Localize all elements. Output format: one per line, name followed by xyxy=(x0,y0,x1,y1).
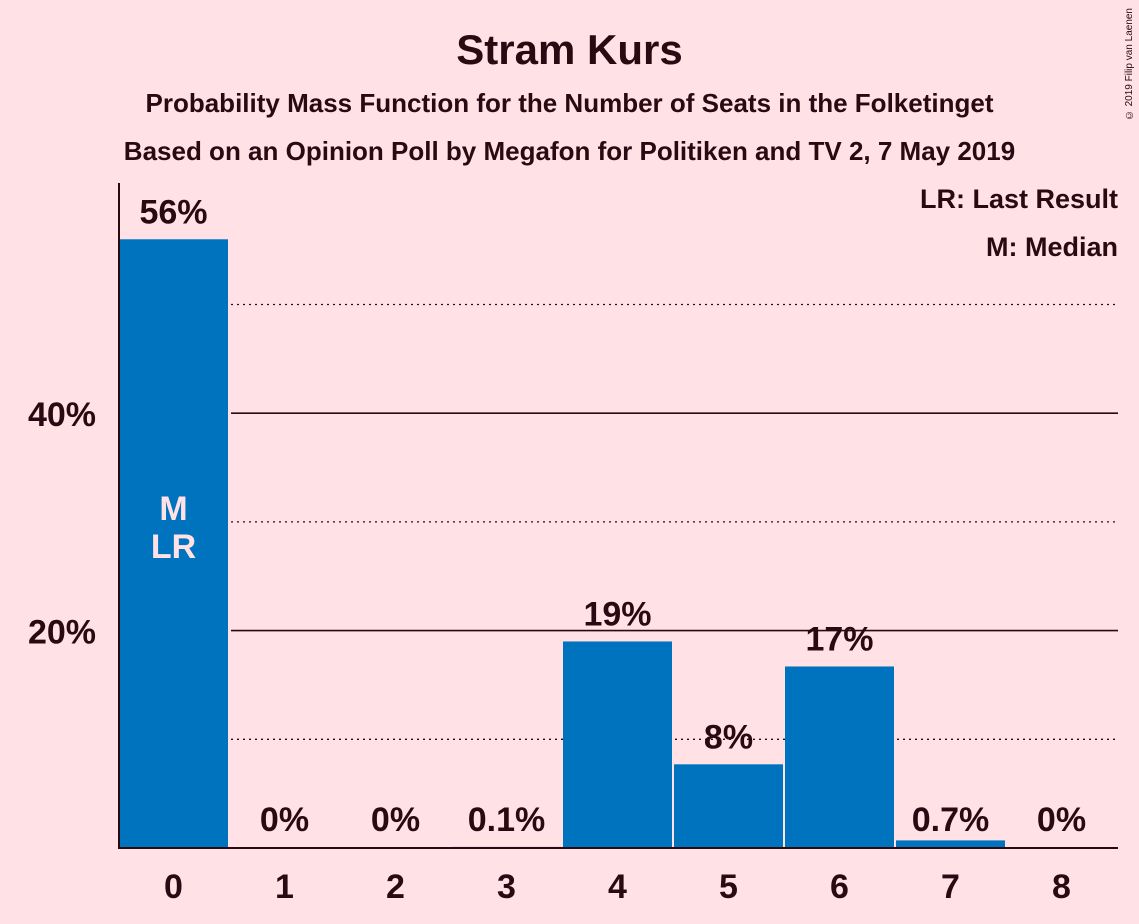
data-label-3: 0.1% xyxy=(468,801,546,839)
chart-title: Stram Kurs xyxy=(456,26,683,73)
x-tick-label-3: 3 xyxy=(497,868,516,906)
x-tick-label-2: 2 xyxy=(386,868,405,906)
data-label-7: 0.7% xyxy=(912,801,990,839)
bar-6 xyxy=(785,666,894,848)
bar-0 xyxy=(119,239,228,848)
legend-median: M: Median xyxy=(986,232,1118,262)
data-label-8: 0% xyxy=(1037,801,1086,839)
x-tick-label-6: 6 xyxy=(830,868,849,906)
bar-marker-m: M xyxy=(159,490,187,528)
chart-subtitle: Probability Mass Function for the Number… xyxy=(145,88,994,118)
bar-marker-lr: LR xyxy=(151,528,196,566)
bar-4 xyxy=(563,641,672,848)
bar-5 xyxy=(674,764,783,848)
data-label-5: 8% xyxy=(704,718,753,756)
x-tick-label-0: 0 xyxy=(164,868,183,906)
x-tick-label-5: 5 xyxy=(719,868,738,906)
y-tick-label-20: 20% xyxy=(28,614,96,652)
data-label-6: 17% xyxy=(805,620,873,658)
data-label-0: 56% xyxy=(139,193,207,231)
data-label-2: 0% xyxy=(371,801,420,839)
bar-7 xyxy=(896,840,1005,848)
legend-last-result: LR: Last Result xyxy=(919,184,1118,214)
x-tick-label-7: 7 xyxy=(941,868,960,906)
data-label-1: 0% xyxy=(260,801,309,839)
y-tick-label-40: 40% xyxy=(28,396,96,434)
x-tick-label-4: 4 xyxy=(608,868,627,906)
x-tick-label-1: 1 xyxy=(275,868,294,906)
data-label-4: 19% xyxy=(583,595,651,633)
chart-source-line: Based on an Opinion Poll by Megafon for … xyxy=(123,136,1016,166)
x-tick-label-8: 8 xyxy=(1052,868,1071,906)
